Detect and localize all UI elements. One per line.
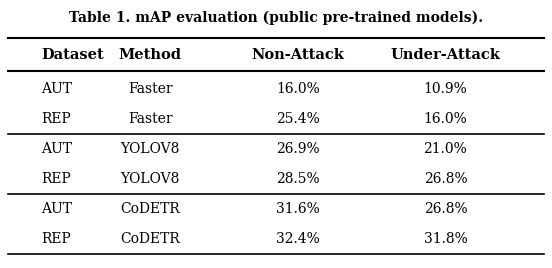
Text: Non-Attack: Non-Attack [251, 48, 344, 62]
Text: Faster: Faster [128, 82, 173, 96]
Text: Method: Method [119, 48, 182, 62]
Text: 26.8%: 26.8% [423, 202, 467, 216]
Text: REP: REP [41, 232, 71, 246]
Text: REP: REP [41, 112, 71, 126]
Text: CoDETR: CoDETR [120, 232, 180, 246]
Text: Faster: Faster [128, 112, 173, 126]
Text: 16.0%: 16.0% [423, 112, 468, 126]
Text: 28.5%: 28.5% [276, 172, 320, 186]
Text: AUT: AUT [41, 202, 72, 216]
Text: YOLOV8: YOLOV8 [121, 142, 180, 156]
Text: 31.6%: 31.6% [276, 202, 320, 216]
Text: REP: REP [41, 172, 71, 186]
Text: AUT: AUT [41, 82, 72, 96]
Text: 32.4%: 32.4% [276, 232, 320, 246]
Text: YOLOV8: YOLOV8 [121, 172, 180, 186]
Text: 16.0%: 16.0% [276, 82, 320, 96]
Text: 25.4%: 25.4% [276, 112, 320, 126]
Text: 26.9%: 26.9% [276, 142, 320, 156]
Text: Table 1. mAP evaluation (public pre-trained models).: Table 1. mAP evaluation (public pre-trai… [69, 11, 483, 25]
Text: CoDETR: CoDETR [120, 202, 180, 216]
Text: AUT: AUT [41, 142, 72, 156]
Text: 31.8%: 31.8% [423, 232, 468, 246]
Text: 26.8%: 26.8% [423, 172, 467, 186]
Text: Under-Attack: Under-Attack [390, 48, 500, 62]
Text: 21.0%: 21.0% [423, 142, 468, 156]
Text: Dataset: Dataset [41, 48, 104, 62]
Text: 10.9%: 10.9% [423, 82, 468, 96]
